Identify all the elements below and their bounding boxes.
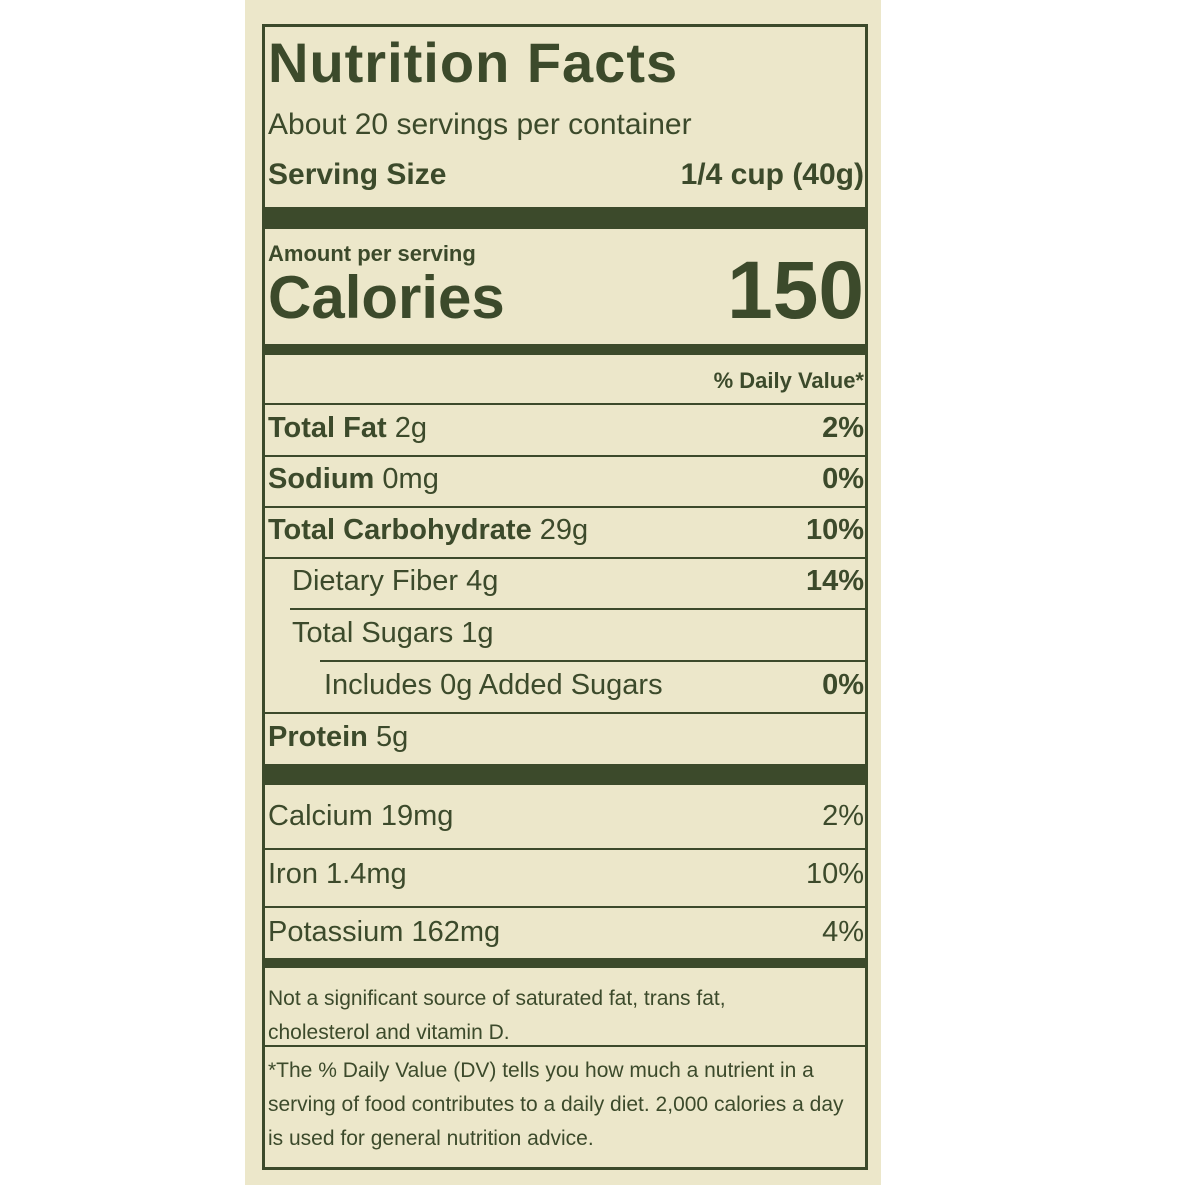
thick-rule [265, 764, 865, 785]
rule [265, 1045, 865, 1047]
nutrient-name: Includes [324, 669, 433, 701]
nutrient-amount: 1g [461, 617, 494, 649]
nutrient-dv: 14% [805, 565, 864, 597]
rule [290, 608, 865, 610]
rule [265, 848, 865, 850]
rule [265, 455, 865, 457]
mineral-row: Potassium 162mg 4% [268, 916, 864, 949]
mineral-amount: 19mg [380, 800, 454, 832]
nutrient-name: Total Carbohydrate [268, 514, 532, 546]
calories-value: 150 [727, 245, 864, 336]
nutrient-amount: 29g [539, 514, 589, 546]
rule [265, 557, 865, 559]
nutrient-row: Total Fat 2g 2% [268, 412, 864, 445]
thick-rule [265, 207, 865, 229]
nutrient-row: Total Sugars 1g [268, 617, 864, 650]
nutrient-left: Includes 0g Added Sugars [268, 669, 663, 702]
nutrient-name: Sodium [268, 463, 375, 495]
mineral-left: Calcium 19mg [268, 800, 453, 833]
nutrient-amount: 0mg [382, 463, 439, 495]
nutrient-row: Protein 5g [268, 721, 864, 754]
nutrient-left: Total Fat 2g [268, 412, 427, 445]
nutrient-amount: 2g [394, 412, 428, 444]
daily-value-header: % Daily Value* [713, 368, 864, 393]
rule [265, 506, 865, 508]
nutrient-amount: 4g [466, 565, 499, 597]
medium-rule [265, 344, 865, 355]
rule [265, 712, 865, 714]
nutrient-dv: 0% [822, 463, 864, 495]
mineral-dv: 10% [805, 858, 864, 890]
footnote: *The % Daily Value (DV) tells you how mu… [268, 1059, 844, 1150]
nutrient-name: Total Sugars [292, 617, 454, 649]
calories-label: Calories [268, 264, 505, 331]
nutrient-dv: 0% [822, 669, 864, 701]
mineral-row: Iron 1.4mg 10% [268, 858, 864, 891]
note: Not a significant source of saturated fa… [268, 987, 726, 1044]
nutrient-dv: 2% [822, 412, 864, 444]
nutrient-left: Sodium 0mg [268, 463, 439, 496]
nutrient-name: Protein [268, 721, 368, 753]
mineral-left: Iron 1.4mg [268, 858, 407, 891]
title: Nutrition Facts [268, 31, 679, 94]
mineral-row: Calcium 19mg 2% [268, 800, 864, 833]
serving-size: Serving Size 1/4 cup (40g) [268, 158, 864, 192]
mineral-name: Calcium [268, 800, 373, 832]
servings: About 20 servings per container [268, 108, 692, 141]
label-background [245, 0, 881, 1185]
mineral-name: Potassium [268, 916, 404, 948]
amount-per-serving: Amount per serving [268, 241, 476, 266]
nutrient-left: Total Sugars 1g [268, 617, 494, 650]
nutrient-left: Protein 5g [268, 721, 408, 754]
rule [265, 906, 865, 908]
mineral-name: Iron [268, 858, 318, 890]
nutrient-name: Dietary Fiber [292, 565, 458, 597]
nutrient-row: Sodium 0mg 0% [268, 463, 864, 496]
mineral-amount: 1.4mg [326, 858, 407, 890]
mineral-dv: 4% [822, 916, 864, 948]
nutrient-row: Includes 0g Added Sugars 0% [268, 669, 864, 702]
medium-rule [265, 958, 865, 968]
nutrient-left: Dietary Fiber 4g [268, 565, 498, 598]
nutrient-left: Total Carbohydrate 29g [268, 514, 588, 547]
rule [265, 403, 865, 405]
nutrient-name: Total Fat [268, 412, 387, 444]
nutrient-amount: 5g [375, 721, 409, 753]
serving-size-value: 1/4 cup (40g) [680, 158, 864, 191]
mineral-amount: 162mg [411, 916, 501, 948]
mineral-left: Potassium 162mg [268, 916, 500, 949]
nutrient-amount: 0g Added Sugars [440, 669, 663, 701]
rule [320, 660, 865, 662]
mineral-dv: 2% [822, 800, 864, 832]
nutrient-row: Dietary Fiber 4g 14% [268, 565, 864, 598]
label-border [262, 24, 868, 1170]
serving-size-label: Serving Size [268, 158, 447, 191]
calories: Calories 150 [268, 250, 864, 332]
nutrient-dv: 10% [805, 514, 864, 546]
nutrient-row: Total Carbohydrate 29g 10% [268, 514, 864, 547]
